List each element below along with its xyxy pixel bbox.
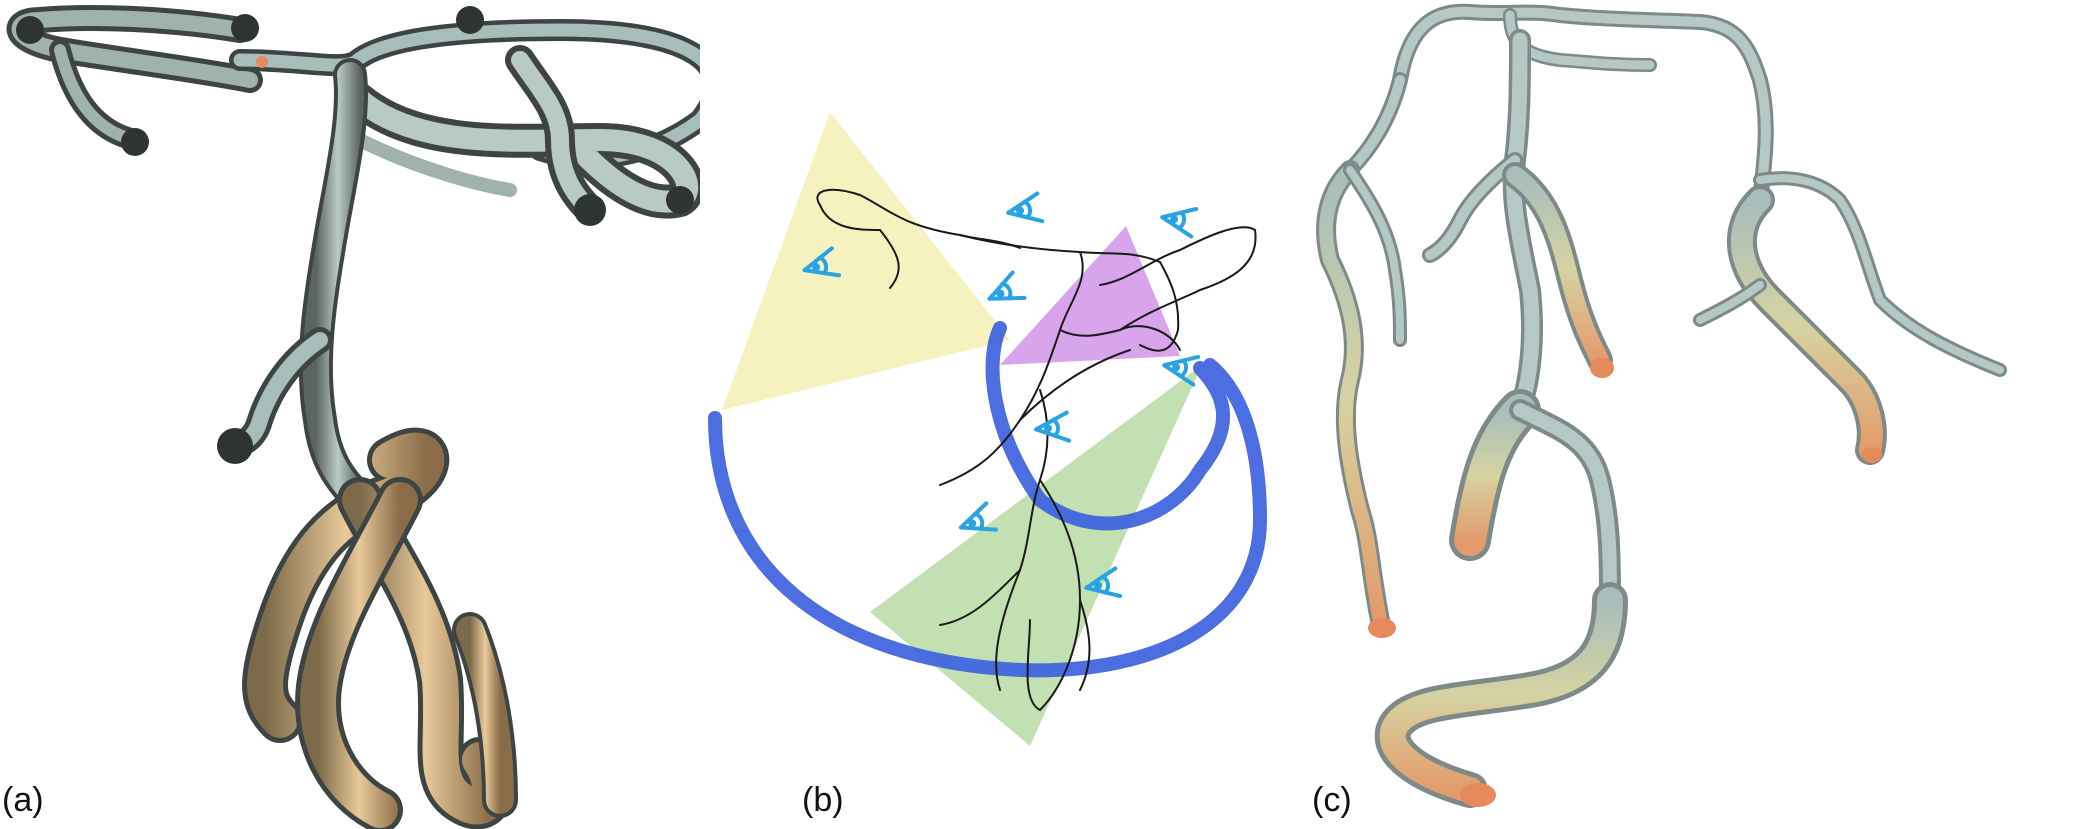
- panel-label-a: (a): [2, 781, 44, 819]
- eye-icon: [958, 501, 998, 532]
- vessel-end-caps: [16, 6, 694, 464]
- vessel-render-a: [6, 5, 700, 829]
- vessel-end-caps: [1368, 358, 1882, 807]
- viewpoint-diagram: [708, 112, 1268, 746]
- panel-c: (c): [1310, 0, 2099, 829]
- eye-icon: [1162, 354, 1201, 387]
- vessel-render-c: [1316, 3, 2007, 808]
- vessel-segment: [1392, 3, 1774, 208]
- frustum-yellow: [722, 112, 1010, 410]
- eye-icons: [802, 191, 1201, 599]
- arc-large: [708, 358, 1268, 678]
- eye-icon: [1006, 191, 1045, 224]
- frustum-purple: [1000, 226, 1180, 365]
- eye-icon: [987, 270, 1027, 301]
- panel-label-b: (b): [802, 781, 844, 819]
- eye-icon: [802, 246, 842, 278]
- panel-b: (b): [700, 0, 1320, 829]
- arc-small: [985, 321, 1231, 531]
- eye-icon: [1084, 566, 1123, 599]
- eye-icon: [1160, 206, 1199, 239]
- panel-label-c: (c): [1312, 781, 1352, 819]
- frustum-green: [870, 365, 1202, 746]
- vessel-sketch: [816, 188, 1257, 712]
- panel-a: (a): [0, 0, 700, 829]
- eye-icon: [1034, 410, 1072, 443]
